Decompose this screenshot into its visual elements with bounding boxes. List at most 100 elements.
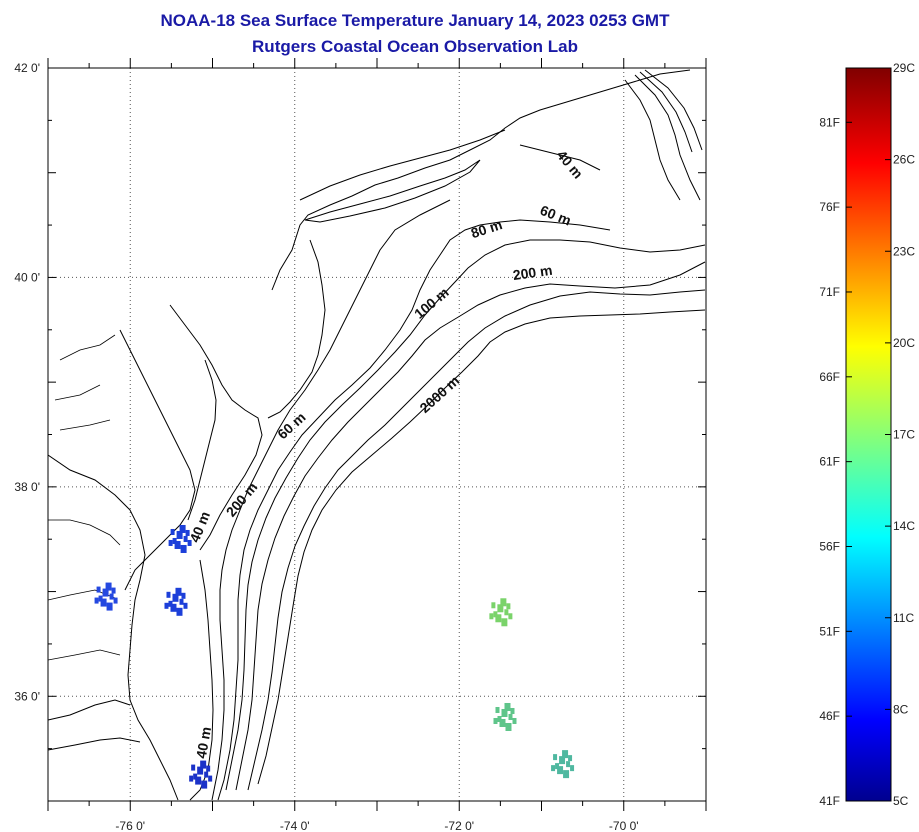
colorbar-fahrenheit-label: 76F (819, 200, 840, 214)
isobath-80m (225, 71, 706, 791)
colorbar-fahrenheit-label: 81F (819, 115, 840, 129)
sst-pixel (495, 614, 502, 623)
coastline-outer-banks (189, 559, 214, 801)
sst-pixel (491, 602, 496, 609)
coastline-chesapeake-east (187, 359, 217, 521)
colorbar-celsius-label: 14C (893, 519, 915, 533)
sst-patch (168, 524, 192, 553)
sst-pixel (562, 750, 569, 759)
sst-pixel (570, 765, 575, 772)
sst-pixel (106, 602, 113, 611)
sst-patch (189, 760, 213, 789)
coastline-delmarva (169, 304, 263, 551)
sst-pixel (206, 765, 211, 772)
sst-pixel (497, 604, 504, 613)
isobath-60m (217, 74, 701, 801)
sst-pixel (208, 775, 213, 782)
sst-pixel (504, 702, 511, 711)
sst-pixel (553, 754, 558, 761)
coastline-nc-inland (48, 699, 141, 751)
isobath-labels: 40 m 60 m 80 m 200 m 100 m 2000 m 60 m 200 m 40 … (186, 147, 586, 760)
sst-pixel (489, 613, 494, 620)
lon-tick-label: -76 0' (115, 819, 145, 832)
colorbar-fahrenheit-label: 46F (819, 709, 840, 723)
lat-tick-label: 42 0' (14, 61, 40, 75)
map-title-line-1: NOAA-18 Sea Surface Temperature January … (160, 11, 670, 30)
lon-tick-label: -70 0' (609, 819, 639, 832)
colorbar-fahrenheit-label: 66F (819, 370, 840, 384)
sst-pixel (109, 593, 114, 600)
colorbar-celsius-label: 29C (893, 61, 915, 75)
isobath-label: 2000 m (416, 372, 462, 416)
sst-pixel (105, 582, 112, 591)
sst-patch (493, 702, 517, 731)
colorbar-celsius-label: 17C (893, 428, 915, 442)
sst-pixel (505, 722, 512, 731)
sst-pixel (166, 591, 171, 598)
sst-pixel (183, 602, 188, 609)
sst-pixel (185, 529, 190, 536)
graticule-grid (48, 67, 706, 801)
sst-pixel (500, 598, 507, 607)
colorbar-celsius-label: 26C (893, 153, 915, 167)
sst-patch (164, 587, 188, 616)
isobath-label: 40 m (193, 725, 214, 759)
coastline-misc (48, 334, 121, 661)
sst-pixel (111, 587, 116, 594)
isobath-100m (235, 69, 706, 791)
sst-pixel (506, 603, 511, 610)
sst-pixel (176, 530, 183, 539)
colorbar-fahrenheit-label: 41F (819, 794, 840, 808)
sst-pixel (179, 524, 186, 533)
sst-pixel (501, 618, 508, 627)
sst-pixel (164, 602, 169, 609)
sst-pixel (96, 586, 101, 593)
sst-pixel (175, 587, 182, 596)
colorbar-celsius-label: 8C (893, 702, 909, 716)
sst-pixel (170, 528, 175, 535)
lat-tick-label: 40 0' (14, 270, 40, 284)
sst-patch (489, 598, 513, 627)
coastline-connecticut (299, 129, 506, 201)
sst-pixel (201, 780, 208, 789)
coastline-long-island (304, 159, 481, 223)
sst-pixel (170, 603, 177, 612)
lat-tick-label: 36 0' (14, 689, 40, 703)
sst-pixel (102, 588, 109, 597)
lon-tick-label: -72 0' (444, 819, 474, 832)
lon-tick-label: -74 0' (280, 819, 310, 832)
sst-pixel (508, 713, 513, 720)
colorbar-celsius-label: 5C (893, 794, 909, 808)
sst-pixel (195, 776, 202, 785)
coastline-northeast (271, 69, 691, 291)
sst-pixel (174, 540, 181, 549)
isobath-label: 200 m (223, 479, 261, 520)
isobath-40m (211, 79, 681, 801)
isobath-label: 80 m (469, 216, 504, 241)
sst-pixel (493, 717, 498, 724)
sst-pixel (176, 607, 183, 616)
sst-pixel (113, 597, 118, 604)
sst-pixel (563, 770, 570, 779)
map-content (48, 69, 706, 801)
colorbar (845, 67, 892, 802)
sst-pixel (183, 535, 188, 542)
sst-pixel (508, 613, 513, 620)
sst-pixel (204, 771, 209, 778)
isobath-label: 60 m (538, 202, 574, 229)
sst-patch (551, 750, 575, 779)
sst-pixel (510, 707, 515, 714)
sst-pixel (504, 609, 509, 616)
axis-ticks: -76 0' -74 0' -72 0' -70 0' 42 0' 40 0' 38 0' 3… (14, 58, 707, 832)
colorbar-fahrenheit-label: 61F (819, 455, 840, 469)
isobath-200m (247, 289, 706, 791)
sst-pixel (557, 766, 564, 775)
isobath-label: 200 m (512, 262, 554, 283)
sst-pixel (512, 717, 517, 724)
sst-pixel (172, 593, 179, 602)
coastline-new-jersey (267, 239, 326, 419)
sst-pixel (499, 718, 506, 727)
sst-pixel (168, 539, 173, 546)
sst-pixel (559, 756, 566, 765)
